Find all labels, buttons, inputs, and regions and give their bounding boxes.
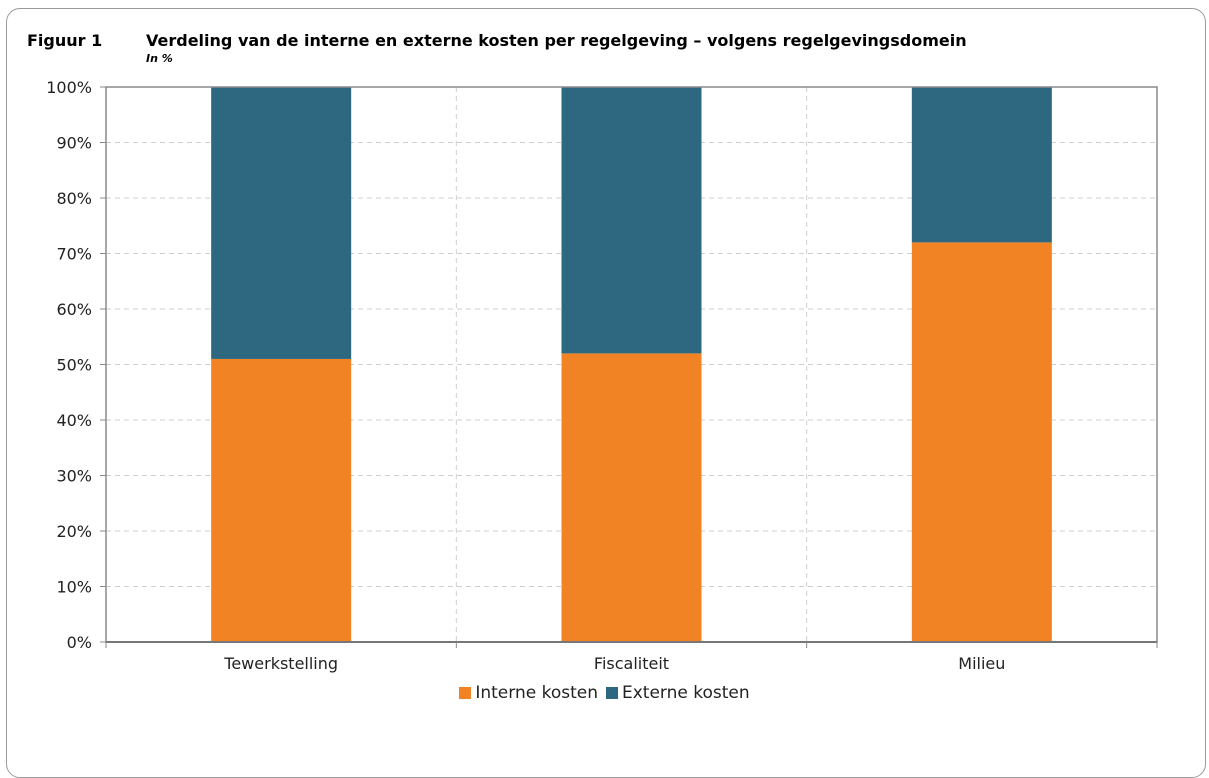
bar-externe-kosten xyxy=(211,87,352,359)
legend-item-externe-kosten: Externe kosten xyxy=(605,683,750,703)
bar-interne-kosten xyxy=(211,358,352,642)
y-tick-label: 30% xyxy=(56,467,92,486)
legend-swatch xyxy=(459,687,472,699)
y-tick-label: 50% xyxy=(56,356,92,375)
figure-title: Verdeling van de interne en externe kost… xyxy=(146,31,967,50)
bar-externe-kosten xyxy=(911,87,1052,243)
bar-externe-kosten xyxy=(561,87,702,354)
x-tick-label: Fiscaliteit xyxy=(594,654,669,673)
figure-subtitle: In % xyxy=(146,52,173,65)
legend-swatch xyxy=(605,687,618,699)
y-tick-label: 10% xyxy=(56,578,92,597)
bar-interne-kosten xyxy=(561,353,702,642)
legend-item-interne-kosten: Interne kosten xyxy=(459,683,598,703)
bars xyxy=(211,87,1052,642)
y-tick-label: 100% xyxy=(46,78,92,97)
x-tick-labels: Tewerkstelling Fiscaliteit Milieu xyxy=(223,654,1005,673)
x-tick-label: Milieu xyxy=(958,654,1005,673)
y-tick-label: 80% xyxy=(56,189,92,208)
y-tick-label: 20% xyxy=(56,522,92,541)
bar-interne-kosten xyxy=(911,242,1052,642)
stacked-bar-chart: 0% 10% 20% 30% 40% 50% 60% 70% 80% 90% 100% Tewerk… xyxy=(46,78,1158,673)
legend-label: Externe kosten xyxy=(621,683,750,703)
y-tick-label: 90% xyxy=(56,134,92,153)
legend-label: Interne kosten xyxy=(475,683,598,703)
axes xyxy=(100,86,1158,648)
y-tick-label: 40% xyxy=(56,411,92,430)
y-tick-label: 60% xyxy=(56,300,92,319)
figure-number: Figuur 1 xyxy=(27,31,103,50)
y-tick-labels: 0% 10% 20% 30% 40% 50% 60% 70% 80% 90% 100% xyxy=(46,78,92,652)
y-tick-label: 70% xyxy=(56,245,92,264)
y-tick-label: 0% xyxy=(67,633,92,652)
x-tick-label: Tewerkstelling xyxy=(223,654,338,673)
legend: Interne kosten Externe kosten xyxy=(0,683,1209,703)
